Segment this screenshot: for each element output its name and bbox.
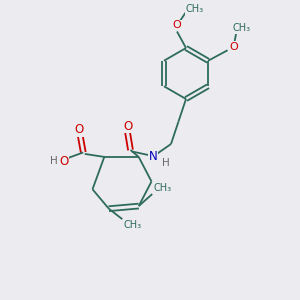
Text: O: O <box>172 20 182 31</box>
Text: O: O <box>59 155 68 168</box>
Text: CH₃: CH₃ <box>186 4 204 14</box>
Text: H: H <box>50 156 58 167</box>
Text: O: O <box>229 42 238 52</box>
Text: H: H <box>162 158 170 168</box>
Text: O: O <box>74 123 83 136</box>
Text: CH₃: CH₃ <box>124 220 142 230</box>
Text: CH₃: CH₃ <box>232 23 250 33</box>
Text: O: O <box>123 119 132 133</box>
Text: N: N <box>148 149 158 163</box>
Text: CH₃: CH₃ <box>154 183 172 193</box>
